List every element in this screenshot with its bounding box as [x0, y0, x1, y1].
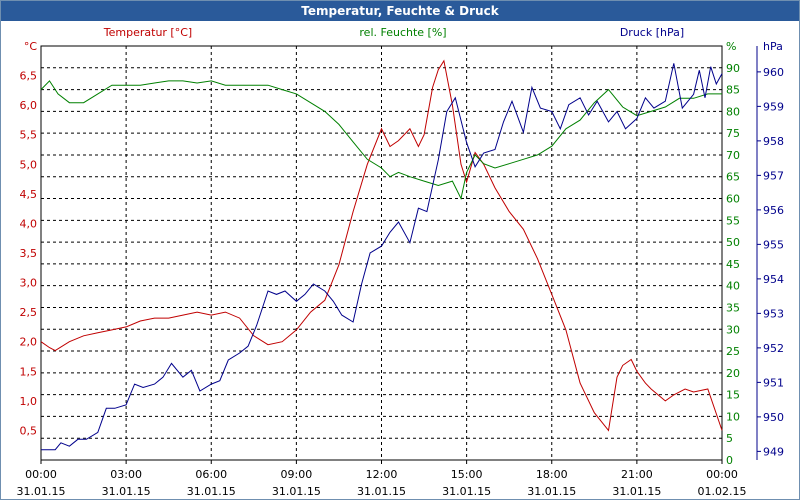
x-tick-date: 31.01.15	[272, 485, 321, 498]
humidity-tick-label: 80	[726, 105, 740, 118]
temperature-tick-label: 3,5	[20, 247, 38, 260]
grid-lines	[40, 45, 761, 464]
temperature-axis-title: Temperatur [°C]	[103, 26, 192, 39]
axis-titles: °C% hPa Temperatur [°C] rel. Feuchte [%] Dru…	[24, 26, 783, 53]
humidity-tick-label: 70	[726, 149, 740, 162]
x-tick-time: 00:00	[25, 468, 57, 481]
pressure-tick-label: 960	[763, 66, 784, 79]
humidity-tick-label: 65	[726, 171, 740, 184]
x-tick-date: 31.01.15	[527, 485, 576, 498]
pressure-tick-label: 951	[763, 376, 784, 389]
humidity-unit: %	[726, 40, 736, 53]
temperature-tick-label: 3,0	[20, 277, 38, 290]
temperature-series-line	[40, 59, 723, 432]
pressure-tick-label: 958	[763, 135, 784, 148]
pressure-tick-label: 954	[763, 273, 784, 286]
pressure-tick-label: 957	[763, 169, 784, 182]
humidity-tick-label: 50	[726, 236, 740, 249]
humidity-tick-label: 25	[726, 345, 740, 358]
temperature-tick-label: 6,5	[20, 70, 38, 83]
temperature-tick-label: 4,5	[20, 188, 38, 201]
pressure-tick-label: 950	[763, 411, 784, 424]
pressure-tick-label: 949	[763, 445, 784, 458]
plot-series	[40, 59, 723, 451]
temperature-tick-label: 1,0	[20, 395, 38, 408]
x-tick-time: 09:00	[281, 468, 313, 481]
x-tick-date: 31.01.15	[612, 485, 661, 498]
x-tick-time: 03:00	[110, 468, 142, 481]
temperature-tick-label: 6,0	[20, 99, 38, 112]
temperature-tick-label: 5,0	[20, 158, 38, 171]
humidity-tick-label: 15	[726, 389, 740, 402]
pressure-tick-label: 955	[763, 238, 784, 251]
humidity-tick-label: 10	[726, 410, 740, 423]
temperature-tick-label: 1,5	[20, 365, 38, 378]
x-tick-date: 31.01.15	[357, 485, 406, 498]
temperature-tick-label: 2,5	[20, 306, 38, 319]
pressure-series-line	[41, 63, 723, 451]
x-tick-date: 31.01.15	[102, 485, 151, 498]
chart-title: Temperatur, Feuchte & Druck	[1, 1, 799, 21]
x-tick-time: 18:00	[536, 468, 568, 481]
temperature-tick-label: 4,0	[20, 217, 38, 230]
humidity-tick-label: 20	[726, 367, 740, 380]
x-tick-date: 31.01.15	[442, 485, 491, 498]
x-tick-time: 06:00	[195, 468, 227, 481]
pressure-axis-title: Druck [hPa]	[620, 26, 684, 39]
pressure-tick-label: 959	[763, 100, 784, 113]
humidity-tick-label: 45	[726, 258, 740, 271]
humidity-tick-label: 0	[726, 454, 733, 467]
humidity-tick-label: 75	[726, 127, 740, 140]
temperature-tick-label: 5,5	[20, 129, 38, 142]
pressure-tick-label: 953	[763, 307, 784, 320]
tick-labels: 00:00 31.01.15 03:00 31.01.15 06:00 31.01.15 0…	[17, 62, 784, 498]
humidity-tick-label: 60	[726, 193, 740, 206]
humidity-series-line	[40, 80, 722, 201]
humidity-tick-label: 40	[726, 280, 740, 293]
humidity-tick-label: 55	[726, 214, 740, 227]
x-tick-time: 00:00	[706, 468, 738, 481]
humidity-tick-label: 85	[726, 84, 740, 97]
x-tick-date: 01.02.15	[698, 485, 747, 498]
temperature-tick-label: 0,5	[20, 424, 38, 437]
pressure-tick-label: 956	[763, 204, 784, 217]
temperature-unit: °C	[24, 40, 38, 53]
pressure-tick-label: 952	[763, 342, 784, 355]
humidity-tick-label: 5	[726, 432, 733, 445]
humidity-tick-label: 30	[726, 323, 740, 336]
temperature-tick-label: 2,0	[20, 336, 38, 349]
humidity-tick-label: 35	[726, 301, 740, 314]
x-tick-time: 12:00	[366, 468, 398, 481]
x-tick-date: 31.01.15	[17, 485, 66, 498]
x-tick-time: 15:00	[451, 468, 483, 481]
x-tick-date: 31.01.15	[187, 485, 236, 498]
humidity-tick-label: 90	[726, 62, 740, 75]
pressure-unit: hPa	[763, 40, 783, 53]
x-tick-time: 21:00	[621, 468, 653, 481]
humidity-axis-title: rel. Feuchte [%]	[359, 26, 446, 39]
